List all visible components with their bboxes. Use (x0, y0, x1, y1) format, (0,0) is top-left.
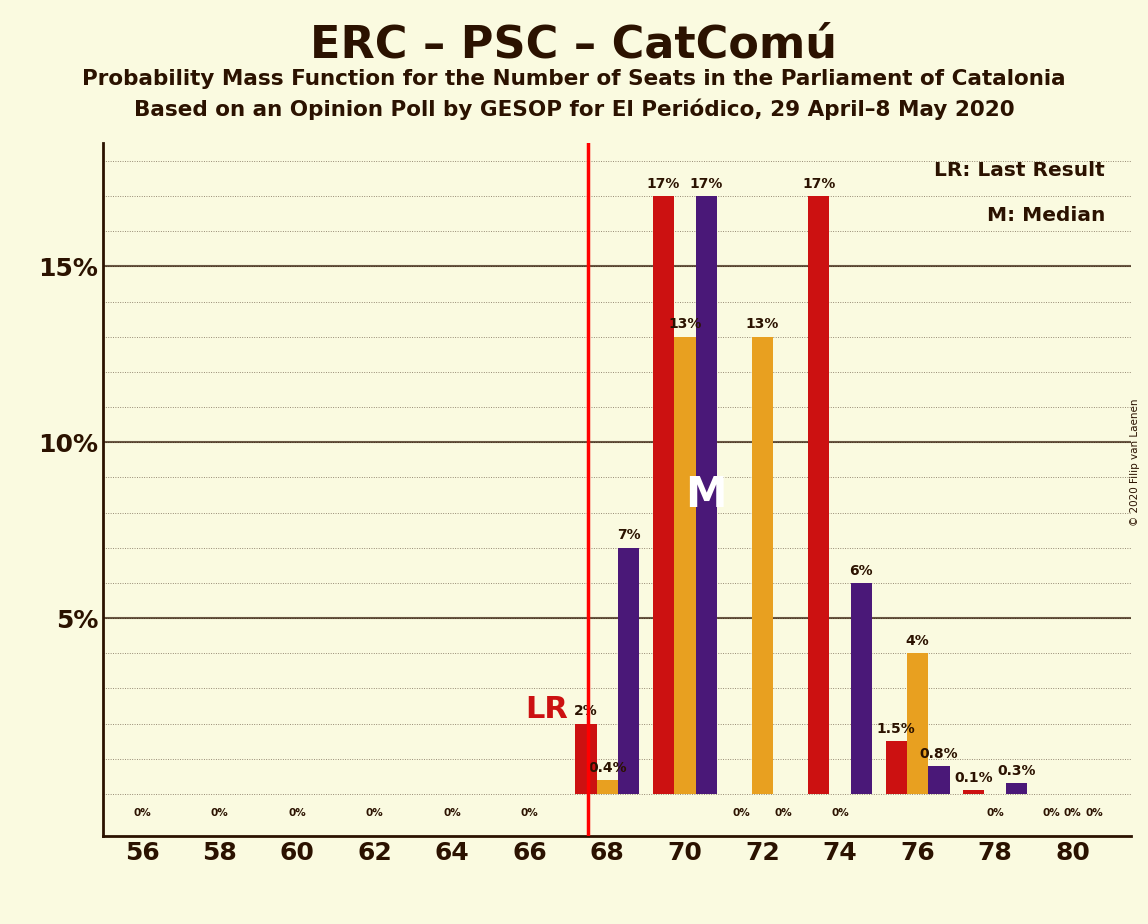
Text: 0%: 0% (1085, 808, 1103, 818)
Text: M: Median: M: Median (987, 206, 1106, 225)
Bar (885, 741, 907, 794)
Bar (575, 723, 597, 794)
Text: 0%: 0% (133, 808, 152, 818)
Text: 17%: 17% (646, 176, 681, 190)
Text: 2%: 2% (574, 704, 598, 718)
Text: 0.4%: 0.4% (588, 760, 627, 774)
Text: 0.3%: 0.3% (998, 764, 1035, 778)
Text: 0%: 0% (211, 808, 228, 818)
Text: Based on an Opinion Poll by GESOP for El Periódico, 29 April–8 May 2020: Based on an Opinion Poll by GESOP for El… (133, 99, 1015, 120)
Text: 17%: 17% (690, 176, 723, 190)
Text: LR: Last Result: LR: Last Result (934, 161, 1106, 179)
Bar (963, 791, 985, 794)
Bar (696, 196, 716, 794)
Text: 0%: 0% (732, 808, 750, 818)
Text: 0%: 0% (288, 808, 307, 818)
Text: 7%: 7% (616, 529, 641, 542)
Bar (808, 196, 829, 794)
Bar (752, 336, 773, 794)
Text: 0%: 0% (775, 808, 792, 818)
Text: 13%: 13% (668, 318, 701, 332)
Text: 0.8%: 0.8% (920, 747, 959, 760)
Text: 0%: 0% (1064, 808, 1081, 818)
Text: M: M (685, 474, 727, 516)
Text: Probability Mass Function for the Number of Seats in the Parliament of Catalonia: Probability Mass Function for the Number… (83, 69, 1065, 90)
Bar (597, 780, 618, 794)
Text: 0%: 0% (1042, 808, 1060, 818)
Bar (907, 653, 929, 794)
Text: 0%: 0% (831, 808, 848, 818)
Text: 0%: 0% (443, 808, 461, 818)
Bar (674, 336, 696, 794)
Bar (929, 766, 949, 794)
Text: 0%: 0% (366, 808, 383, 818)
Text: © 2020 Filip van Laenen: © 2020 Filip van Laenen (1131, 398, 1140, 526)
Bar (851, 583, 872, 794)
Text: ERC – PSC – CatComú: ERC – PSC – CatComú (310, 23, 838, 67)
Text: 0%: 0% (521, 808, 538, 818)
Bar (653, 196, 674, 794)
Text: 1.5%: 1.5% (877, 722, 916, 736)
Text: LR: LR (526, 695, 568, 723)
Text: 0.1%: 0.1% (954, 772, 993, 785)
Text: 6%: 6% (850, 564, 874, 578)
Text: 17%: 17% (802, 176, 836, 190)
Text: 0%: 0% (986, 808, 1004, 818)
Text: 4%: 4% (906, 634, 930, 648)
Bar (618, 548, 639, 794)
Bar (1006, 784, 1027, 794)
Text: 13%: 13% (746, 318, 779, 332)
